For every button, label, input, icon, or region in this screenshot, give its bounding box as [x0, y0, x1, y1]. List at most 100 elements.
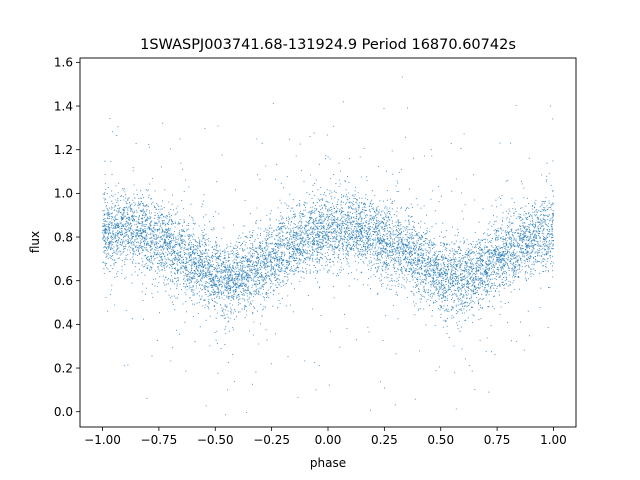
- data-point: [458, 275, 460, 277]
- data-point: [520, 249, 522, 251]
- data-point: [437, 283, 440, 285]
- data-point: [389, 211, 391, 213]
- data-point: [238, 256, 240, 258]
- data-point: [143, 197, 145, 199]
- data-point: [176, 297, 179, 299]
- data-point: [357, 249, 359, 251]
- data-point: [217, 280, 219, 282]
- data-point: [538, 272, 540, 274]
- data-point: [416, 269, 418, 271]
- data-point: [173, 236, 175, 238]
- data-point: [110, 257, 112, 259]
- data-point: [123, 210, 125, 212]
- data-point: [455, 178, 457, 180]
- data-point: [154, 253, 156, 255]
- data-point: [172, 194, 174, 196]
- data-point: [209, 265, 211, 267]
- data-point: [463, 294, 465, 296]
- data-point: [188, 254, 190, 256]
- data-point: [132, 199, 134, 201]
- data-point: [186, 285, 188, 287]
- data-point: [167, 246, 169, 248]
- data-point: [288, 242, 290, 244]
- data-point: [146, 204, 148, 206]
- data-point: [296, 226, 298, 228]
- data-point: [327, 226, 329, 228]
- data-point: [451, 297, 454, 299]
- data-point: [490, 324, 492, 327]
- data-point: [440, 305, 442, 307]
- data-point: [411, 235, 413, 238]
- data-point: [543, 236, 546, 238]
- data-point: [163, 207, 165, 209]
- data-point: [277, 207, 279, 209]
- data-point: [205, 304, 207, 306]
- data-point: [457, 228, 459, 230]
- data-point: [479, 244, 482, 246]
- data-point: [351, 202, 353, 204]
- data-point: [369, 239, 371, 241]
- data-point: [224, 305, 226, 307]
- data-point: [532, 250, 534, 252]
- data-point: [372, 230, 375, 233]
- data-point: [285, 268, 287, 270]
- data-point: [380, 238, 382, 240]
- data-point: [113, 235, 115, 237]
- data-point: [312, 219, 314, 221]
- data-point: [297, 228, 299, 230]
- data-point: [284, 268, 286, 270]
- data-point: [263, 277, 265, 279]
- data-point: [288, 228, 290, 230]
- data-point: [550, 257, 552, 259]
- data-point: [214, 285, 216, 287]
- data-point: [300, 270, 302, 272]
- data-point: [253, 275, 255, 277]
- data-point: [224, 251, 226, 253]
- data-point: [243, 307, 246, 309]
- data-point: [355, 223, 357, 225]
- data-point: [498, 276, 501, 278]
- data-point: [170, 238, 173, 240]
- data-point: [279, 302, 281, 304]
- data-point: [396, 210, 398, 212]
- data-point: [253, 252, 255, 255]
- data-point: [133, 234, 135, 236]
- data-point: [324, 158, 326, 160]
- data-point: [184, 280, 186, 282]
- data-point: [298, 247, 300, 249]
- data-point: [301, 238, 303, 240]
- data-point: [334, 219, 336, 221]
- data-point: [479, 282, 481, 284]
- data-point: [414, 271, 416, 273]
- data-point: [213, 291, 216, 293]
- data-point: [145, 287, 148, 289]
- data-point: [529, 260, 531, 262]
- data-point: [317, 211, 320, 213]
- data-point: [294, 240, 296, 243]
- data-point: [195, 251, 197, 253]
- data-point: [204, 224, 206, 226]
- data-point: [147, 189, 149, 191]
- data-point: [290, 268, 292, 270]
- data-point: [291, 236, 293, 238]
- data-point: [206, 276, 208, 279]
- data-point: [508, 246, 510, 248]
- data-point: [291, 246, 293, 248]
- data-point: [482, 268, 484, 270]
- data-point: [243, 276, 245, 278]
- data-point: [438, 251, 440, 253]
- data-point: [172, 263, 174, 265]
- data-point: [193, 303, 195, 305]
- data-point: [217, 256, 219, 258]
- data-point: [142, 229, 144, 232]
- data-point: [507, 213, 509, 215]
- data-point: [472, 246, 474, 248]
- data-point: [461, 348, 463, 350]
- data-point: [484, 284, 487, 286]
- data-point: [485, 284, 487, 286]
- data-point: [510, 247, 512, 249]
- data-point: [382, 247, 384, 249]
- data-point: [387, 268, 389, 270]
- data-point: [447, 277, 449, 279]
- data-point: [109, 293, 112, 295]
